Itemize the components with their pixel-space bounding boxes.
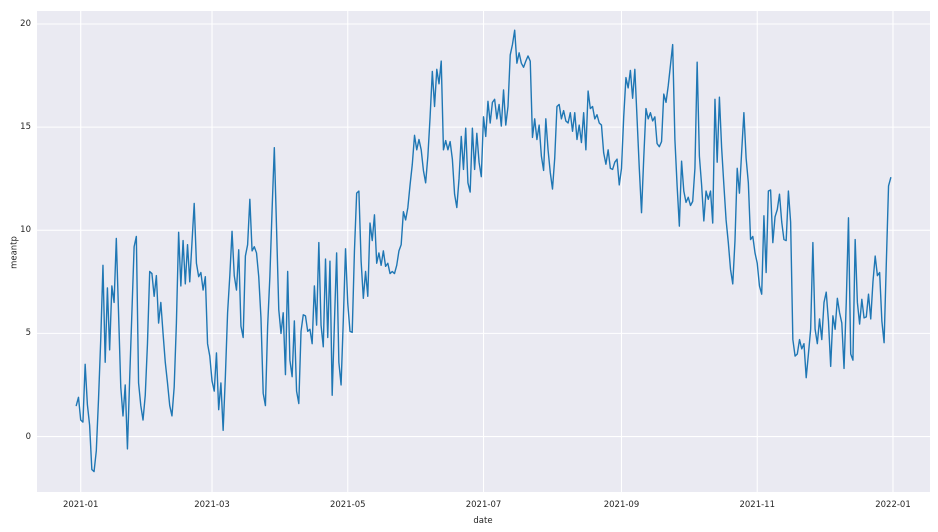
x-tick-label: 2021-01 [62, 500, 99, 510]
y-tick-label: 15 [20, 122, 31, 133]
y-axis-label: meantp [9, 236, 20, 269]
x-tick-label: 2021-09 [603, 500, 640, 510]
y-tick-label: 20 [20, 18, 31, 29]
x-tick-label: 2021-05 [329, 500, 366, 510]
x-tick-label: 2021-07 [465, 500, 502, 510]
x-tick-label: 2021-11 [739, 500, 775, 510]
x-tick-label: 2022-01 [875, 500, 911, 510]
y-tick-label: 0 [25, 431, 31, 442]
x-tick-label: 2021-03 [194, 500, 230, 510]
y-tick-label: 10 [20, 225, 31, 236]
line-chart [37, 11, 930, 492]
x-axis-label: date [473, 516, 493, 526]
plot-area [37, 11, 930, 492]
series-meantp-line [75, 29, 892, 473]
y-tick-label: 5 [25, 328, 31, 339]
